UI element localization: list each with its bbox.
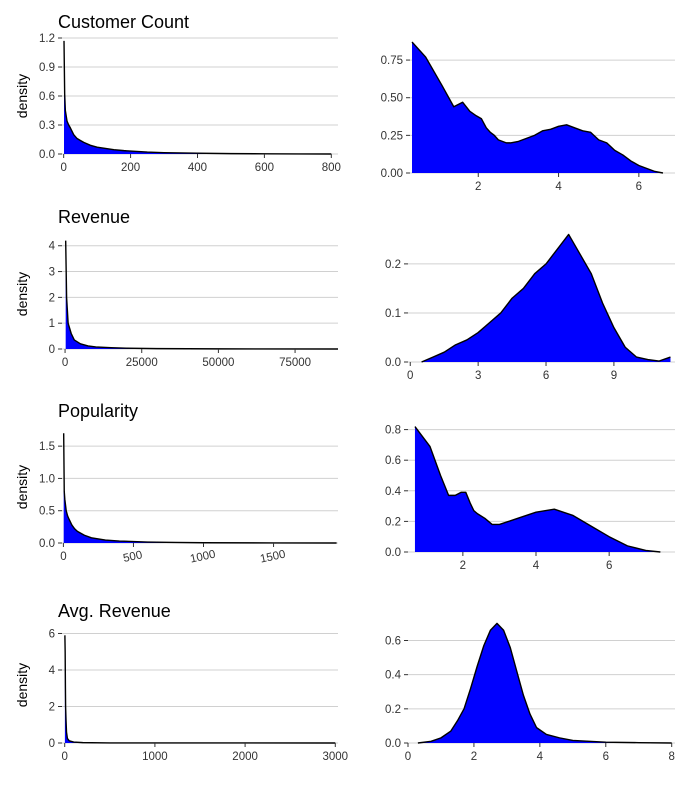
panel-title: Avg. Revenue (58, 601, 171, 621)
density-area (414, 426, 661, 552)
panel-title: Customer Count (58, 12, 189, 32)
y-axis-label: density (14, 74, 30, 118)
panel-5: 0.0 0.5 1.0 1.5 0 500 1000 1500 Popularity densit… (14, 401, 338, 566)
y-tick-label: 0 (49, 738, 55, 750)
y-axis-label: density (14, 465, 30, 509)
x-tick-label: 6 (603, 751, 609, 763)
y-tick-label: 0.2 (385, 259, 401, 271)
y-tick-label: 2 (49, 292, 55, 304)
x-tick-label: 8 (669, 751, 675, 763)
x-tick-label: 0 (407, 370, 413, 382)
x-tick-label: 1000 (189, 549, 217, 566)
x-tick-label: 25000 (126, 357, 158, 369)
y-tick-label: 0.0 (385, 357, 401, 369)
x-tick-label: 4 (533, 560, 540, 572)
density-area (64, 635, 336, 743)
y-tick-label: 0.0 (385, 547, 401, 559)
x-tick-label: 3000 (322, 751, 348, 763)
panel-4: 0.0 0.1 0.2 0 3 6 9 (385, 233, 675, 382)
y-tick-label: 2 (49, 701, 55, 713)
y-tick-label: 1.5 (39, 441, 55, 453)
y-tick-label: 0.6 (39, 91, 55, 103)
x-tick-label: 400 (188, 162, 207, 174)
density-area (64, 40, 332, 154)
x-tick-label: 2 (471, 751, 477, 763)
panel-8: 0.0 0.2 0.4 0.6 0 2 4 6 8 (385, 622, 675, 763)
y-tick-label: 0.0 (385, 738, 401, 750)
y-tick-label: 0.2 (385, 704, 401, 716)
y-tick-label: 0 (49, 344, 55, 356)
y-tick-label: 0.50 (381, 93, 403, 105)
density-line (63, 40, 332, 155)
x-tick-label: 800 (322, 162, 341, 174)
panel-6: 0.0 0.2 0.4 0.6 0.8 2 4 6 (385, 425, 675, 572)
x-tick-label: 4 (537, 751, 544, 763)
y-tick-label: 0.8 (385, 425, 401, 437)
y-tick-label: 6 (49, 628, 55, 640)
y-tick-label: 0.3 (39, 120, 55, 132)
x-tick-label: 2 (460, 560, 466, 572)
density-area (65, 240, 339, 349)
y-tick-label: 0.4 (385, 486, 402, 498)
y-tick-label: 0.4 (385, 670, 402, 682)
y-tick-label: 1.0 (39, 473, 55, 485)
density-line (64, 635, 336, 744)
y-tick-label: 0.75 (381, 55, 403, 67)
x-tick-label: 2 (475, 181, 481, 193)
y-tick-label: 0.2 (385, 516, 401, 528)
x-tick-label: 6 (636, 181, 642, 193)
density-line (411, 41, 664, 174)
y-tick-label: 4 (49, 241, 56, 253)
x-tick-label: 3 (475, 370, 481, 382)
y-tick-label: 0.6 (385, 455, 401, 467)
x-tick-label: 6 (543, 370, 549, 382)
x-tick-label: 9 (611, 370, 617, 382)
x-tick-label: 500 (122, 549, 143, 565)
x-tick-label: 0 (405, 751, 411, 763)
x-tick-label: 50000 (202, 357, 234, 369)
panel-3: 0 1 2 3 4 0 25000 50000 75000 Revenue density (14, 207, 339, 369)
y-tick-label: 0.1 (385, 308, 401, 320)
panel-7: 0 2 4 6 0 1000 2000 3000 Avg. Revenue density (14, 601, 348, 763)
y-axis-label: density (14, 663, 30, 707)
x-tick-label: 0 (60, 162, 66, 174)
y-tick-label: 0.9 (39, 62, 55, 74)
density-line (421, 233, 671, 363)
x-tick-label: 0 (60, 551, 66, 563)
y-tick-label: 0.5 (39, 506, 55, 518)
panel-2: 0.00 0.25 0.50 0.75 2 4 6 (381, 41, 675, 193)
density-area (421, 234, 671, 362)
x-tick-label: 75000 (279, 357, 311, 369)
x-tick-label: 4 (555, 181, 562, 193)
density-line (414, 426, 661, 553)
x-tick-label: 6 (606, 560, 612, 572)
density-area (412, 42, 663, 173)
x-tick-label: 0 (62, 751, 68, 763)
density-area (417, 623, 672, 743)
density-line (64, 240, 339, 350)
x-tick-label: 200 (121, 162, 140, 174)
density-line (62, 433, 337, 544)
x-tick-label: 2000 (232, 751, 258, 763)
panel-title: Revenue (58, 207, 130, 227)
y-tick-label: 0.0 (39, 149, 55, 161)
y-tick-label: 0.0 (39, 538, 55, 550)
y-tick-label: 3 (49, 267, 55, 279)
panel-title: Popularity (58, 401, 138, 421)
x-tick-label: 1000 (142, 751, 168, 763)
density-area (63, 433, 337, 543)
y-tick-label: 0.00 (381, 168, 403, 180)
y-tick-label: 4 (49, 665, 56, 677)
density-line (417, 622, 672, 744)
x-tick-label: 600 (255, 162, 274, 174)
y-axis-label: density (14, 272, 30, 316)
y-tick-label: 0.6 (385, 636, 401, 648)
x-tick-label: 0 (62, 357, 68, 369)
y-tick-label: 0.25 (381, 130, 403, 142)
panel-1: 0.0 0.3 0.6 0.9 1.2 0 200 400 600 800 Customer Cou… (14, 12, 341, 174)
y-tick-label: 1.2 (39, 33, 55, 45)
y-tick-label: 1 (49, 318, 55, 330)
x-tick-label: 1500 (259, 549, 287, 566)
